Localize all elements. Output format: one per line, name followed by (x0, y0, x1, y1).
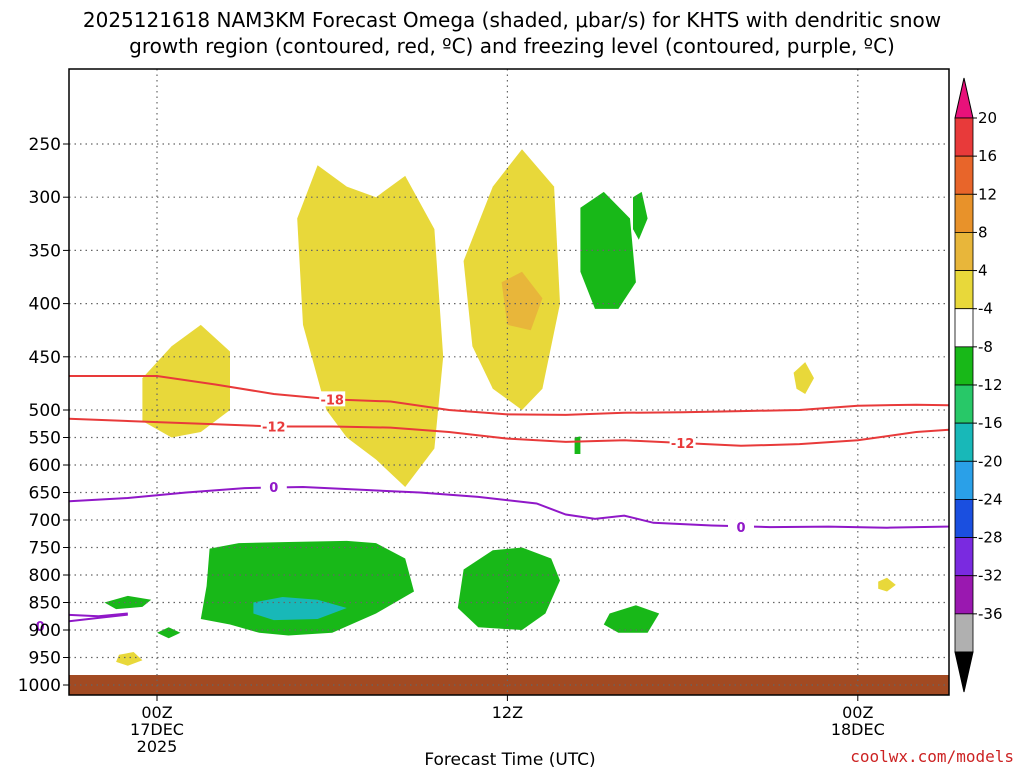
y-tick-label-350: 350 (29, 241, 61, 261)
colorbar-label-11: -28 (978, 529, 1003, 547)
colorbar-label-2: 12 (978, 185, 997, 203)
omega-shade-1 (297, 165, 444, 488)
contour-label-freezing_0-0: 0 (269, 481, 278, 496)
colorbar-band-12 (954, 575, 974, 615)
omega-shade-29 (104, 595, 152, 610)
contour-label-freezing_0-1: 0 (736, 521, 745, 536)
x-axis-time: 00Z17DEC202512Z00Z18DEC12Z00Z19DEC (130, 695, 885, 756)
y-tick-label-750: 750 (29, 539, 61, 559)
contour-label-dgz_minus18-0: -18 (320, 393, 344, 408)
credit-link[interactable]: coolwx.com/models (850, 747, 1014, 766)
contour-freezing_low_2 (69, 613, 128, 623)
colorbar-label-6: -8 (978, 338, 993, 356)
y-tick-label-650: 650 (29, 484, 61, 504)
contour-label-bg-freezing_0-0 (260, 479, 287, 494)
colorbar-band-10 (954, 499, 974, 538)
colorbar-band-4 (954, 270, 974, 310)
colorbar-band-1 (954, 155, 974, 195)
y-axis-pressure: 250 300 350 400 450 500 550 600 650 700 750 800 850 9… (18, 135, 69, 696)
colorbar-band-6 (954, 346, 974, 386)
contour-label-bg-freezing_low_2-0 (27, 618, 54, 634)
contour-label-freezing_low_2-0: 0 (36, 620, 45, 635)
colorbar-band-8 (954, 422, 974, 462)
colorbar-label-12: -32 (978, 567, 1003, 585)
colorbar-top-arrow (954, 77, 974, 119)
colorbar-label-5: -4 (978, 300, 993, 318)
x-tick-label-24-0: 00Z (141, 703, 172, 722)
y-tick-label-400: 400 (29, 295, 61, 315)
omega-shade-31 (457, 547, 560, 630)
x-tick-label-24-2: 2025 (137, 737, 178, 756)
colorbar-label-3: 8 (978, 223, 988, 241)
contour-label-dgz_minus12-0: -12 (262, 421, 286, 436)
y-tick-label-550: 550 (29, 429, 61, 449)
omega-shade-9 (793, 362, 814, 394)
y-tick-label-950: 950 (29, 649, 61, 669)
contour-freezing_low_1 (69, 612, 128, 618)
contour-label-bg-dgz_minus12-1 (669, 435, 696, 450)
contour-freezing_0 (69, 485, 949, 529)
x-axis-label: Forecast Time (UTC) (424, 750, 595, 768)
colorbar-label-8: -16 (978, 414, 1003, 432)
y-tick-label-800: 800 (29, 566, 61, 586)
omega-shade-27 (200, 540, 414, 636)
contour-label-dgz_minus12-1: -12 (671, 437, 695, 452)
omega-shading-layer (104, 149, 896, 666)
colorbar-band-5 (954, 308, 974, 348)
colorbar-band-11 (954, 537, 974, 577)
y-tick-label-600: 600 (29, 456, 61, 476)
colorbar-label-0: 20 (978, 109, 997, 127)
y-tick-label-450: 450 (29, 348, 61, 368)
colorbar-label-7: -12 (978, 376, 1003, 394)
chart-title-line1: 2025121618 NAM3KM Forecast Omega (shaded… (83, 8, 941, 32)
colorbar-label-4: 4 (978, 262, 988, 280)
contour-label-bg-dgz_minus12-0 (260, 418, 287, 434)
contour-label-bg-dgz_minus18-0 (319, 391, 346, 407)
omega-shade-26 (574, 436, 581, 454)
colorbar-band-3 (954, 232, 974, 271)
omega-shade-10 (878, 577, 896, 592)
contour-labels: -18-18-12-12-120000 (27, 391, 754, 635)
x-tick-label-36-0: 12Z (492, 703, 523, 722)
contour-label-bg-freezing_0-1 (728, 519, 754, 535)
omega-shade-32 (603, 605, 660, 633)
y-tick-label-500: 500 (29, 401, 61, 421)
omega-shade-30 (157, 627, 181, 639)
colorbar-band-7 (954, 384, 974, 424)
y-tick-label-850: 850 (29, 594, 61, 614)
omega-shade-11 (116, 652, 143, 666)
colorbar-band-9 (954, 460, 974, 500)
colorbar-label-13: -36 (978, 605, 1003, 623)
y-tick-label-1000: 1000 (18, 676, 61, 696)
plot-frame (68, 68, 950, 696)
dotted-gridlines (69, 69, 949, 695)
y-tick-label-300: 300 (29, 188, 61, 208)
colorbar-band-0 (954, 117, 974, 157)
x-tick-label-24-1: 17DEC (130, 720, 184, 739)
colorbar-bottom-arrow (954, 651, 974, 693)
colorbar-band-13 (954, 613, 974, 653)
y-tick-label-700: 700 (29, 511, 61, 531)
y-tick-label-250: 250 (29, 135, 61, 155)
x-tick-label-48-1: 18DEC (831, 720, 885, 739)
colorbar-label-9: -20 (978, 452, 1003, 470)
y-tick-label-900: 900 (29, 621, 61, 641)
colorbar: 20 16 12 8 4 -4 -8 -12 -16 -20 -24 -28 -32 -36 (954, 77, 1003, 693)
x-tick-label-48-0: 00Z (842, 703, 873, 722)
chart-title-line2: growth region (contoured, red, ºC) and f… (129, 34, 895, 58)
colorbar-label-10: -24 (978, 490, 1003, 508)
colorbar-band-2 (954, 193, 974, 233)
colorbar-label-1: 16 (978, 147, 997, 165)
omega-shade-25 (633, 191, 648, 240)
omega-shade-3 (501, 271, 543, 331)
